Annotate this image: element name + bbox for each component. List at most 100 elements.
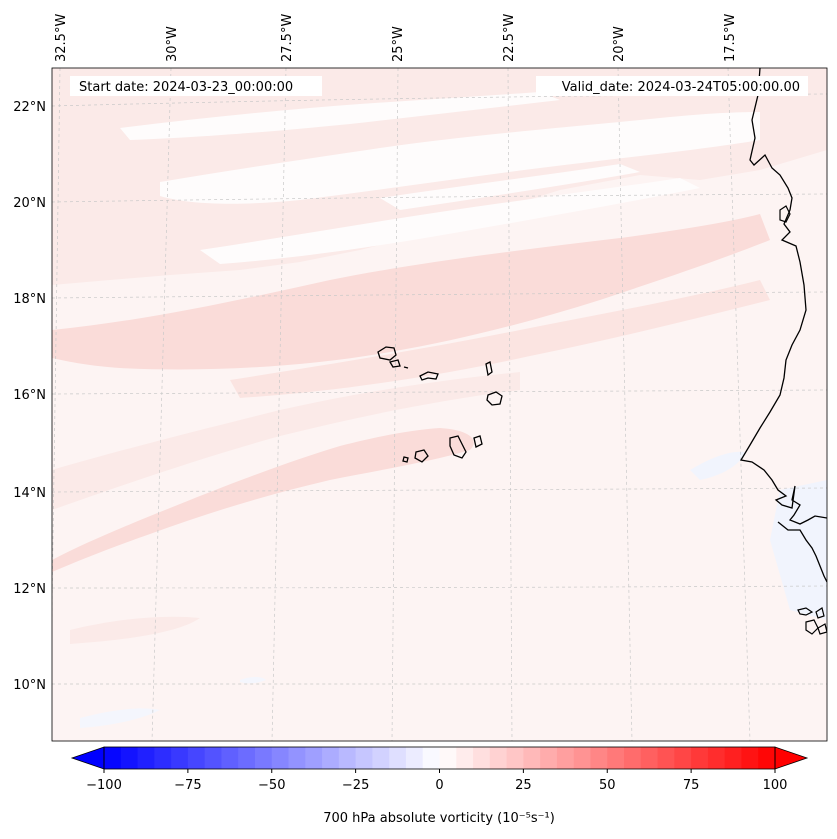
map-frame (51, 67, 828, 742)
lon-label: 25°W (391, 26, 406, 62)
vorticity-band-central-edge (230, 280, 770, 398)
lon-label: 17.5°W (723, 14, 738, 62)
colorbar-low-extension (70, 746, 105, 770)
colorbar-segment (758, 747, 776, 769)
vorticity-blue-patch-coast (690, 451, 745, 480)
colorbar-tick-label: 50 (599, 778, 616, 793)
colorbar-segment (372, 747, 390, 769)
colorbar-segment (691, 747, 709, 769)
colorbar-tick-label: −50 (258, 778, 285, 793)
colorbar-segment (439, 747, 457, 769)
vorticity-band-southwest-light (52, 372, 520, 510)
vorticity-blue-patch-south (80, 708, 160, 728)
vorticity-white-streak-1 (160, 112, 760, 204)
island-santa-luzia (403, 366, 409, 369)
island-maio (473, 435, 483, 448)
colorbar-segment (254, 747, 273, 769)
start-date-box (70, 76, 322, 96)
colorbar-ticks: −100 −75 −50 −25 0 25 50 75 100 (86, 769, 787, 793)
colorbar-segment (456, 747, 474, 769)
lat-label: 12°N (13, 582, 46, 597)
lon-label: 22.5°W (502, 14, 517, 62)
colorbar-segment (540, 747, 558, 769)
colorbar-segment (389, 747, 407, 769)
colorbar-segment (590, 747, 608, 769)
colorbar-segment (355, 747, 373, 769)
lat-label: 10°N (13, 678, 46, 693)
africa-coastline-guinea (777, 521, 827, 583)
vorticity-white-streak-4 (380, 164, 640, 210)
colorbar-segment (221, 747, 239, 769)
island-fogo (414, 449, 429, 463)
colorbar-tick-label: 25 (515, 778, 532, 793)
vorticity-band-southwest (52, 428, 474, 572)
colorbar-segment (288, 747, 306, 769)
island-bijagos-2 (805, 619, 819, 635)
colorbar-tick-label: −100 (86, 778, 122, 793)
colorbar-segment (104, 747, 122, 769)
island-sal (485, 361, 493, 377)
colorbar-segment (120, 747, 139, 769)
colorbar-segment (489, 747, 508, 769)
island-sao-vicente (388, 359, 401, 368)
coast-feature-banc (779, 205, 791, 223)
vorticity-band-central (52, 214, 770, 370)
island-bijagos-3 (815, 607, 825, 619)
colorbar-segment (607, 747, 625, 769)
colorbar-segment (305, 747, 323, 769)
map-panel: Start date: 2024-03-23_00:00:00 Valid_da… (13, 14, 828, 742)
colorbar-segment (724, 747, 742, 769)
colorbar-segment (154, 747, 172, 769)
island-sao-nicolau (419, 371, 439, 381)
lat-label: 16°N (13, 388, 46, 403)
graticule (52, 68, 827, 741)
colorbar-segment (640, 747, 659, 769)
lat-label: 14°N (13, 486, 46, 501)
colorbar-label: 700 hPa absolute vorticity (10⁻⁵s⁻¹) (323, 811, 555, 826)
colorbar-tick-label: 0 (435, 778, 443, 793)
cape-verde-islands (377, 346, 503, 463)
colorbar-segment (707, 747, 726, 769)
colorbar-segment (338, 747, 357, 769)
colorbar-segment (741, 747, 759, 769)
colorbar-segment (204, 747, 222, 769)
island-boa-vista (486, 391, 503, 406)
colorbar-segment (422, 747, 440, 769)
island-santiago (449, 435, 467, 459)
vorticity-white-streak-3 (200, 178, 700, 264)
colorbar-tick-label: 100 (763, 778, 788, 793)
colorbar-tick-label: −25 (342, 778, 369, 793)
colorbar-segment (473, 747, 491, 769)
colorbar-high-extension (774, 746, 809, 770)
vorticity-blue-patch-small (240, 677, 266, 684)
colorbar-segment (271, 747, 290, 769)
colorbar-tick-label: −75 (174, 778, 201, 793)
lat-label: 18°N (13, 292, 46, 307)
colorbar-segment (405, 747, 424, 769)
valid-date-label: Valid_date: 2024-03-24T05:00:00.00 (562, 80, 800, 95)
lon-label: 32.5°W (54, 14, 69, 62)
colorbar-segment (556, 747, 575, 769)
colorbar-segment (624, 747, 642, 769)
vorticity-white-streak-2 (120, 92, 560, 140)
latitude-labels: 22°N 20°N 18°N 16°N 14°N 12°N 10°N (13, 100, 46, 693)
lon-label: 27.5°W (280, 14, 295, 62)
africa-coastline (739, 68, 827, 525)
colorbar-segment (171, 747, 189, 769)
island-bijagos-1 (797, 607, 814, 616)
lat-label: 20°N (13, 196, 46, 211)
island-santo-antao (377, 346, 397, 361)
colorbar-segment (674, 747, 692, 769)
colorbar-segment (322, 747, 340, 769)
colorbar-segment (573, 747, 591, 769)
colorbar-segment (187, 747, 206, 769)
colorbar-tick-label: 75 (683, 778, 700, 793)
island-bijagos-4 (817, 623, 827, 635)
valid-date-box (536, 76, 808, 96)
colorbar-segments (104, 747, 776, 769)
vorticity-blue-patch-senegal (770, 480, 827, 620)
colorbar-segment (506, 747, 524, 769)
colorbar-segment (523, 747, 541, 769)
lon-label: 20°W (612, 26, 627, 62)
vorticity-patch-south (70, 616, 200, 644)
